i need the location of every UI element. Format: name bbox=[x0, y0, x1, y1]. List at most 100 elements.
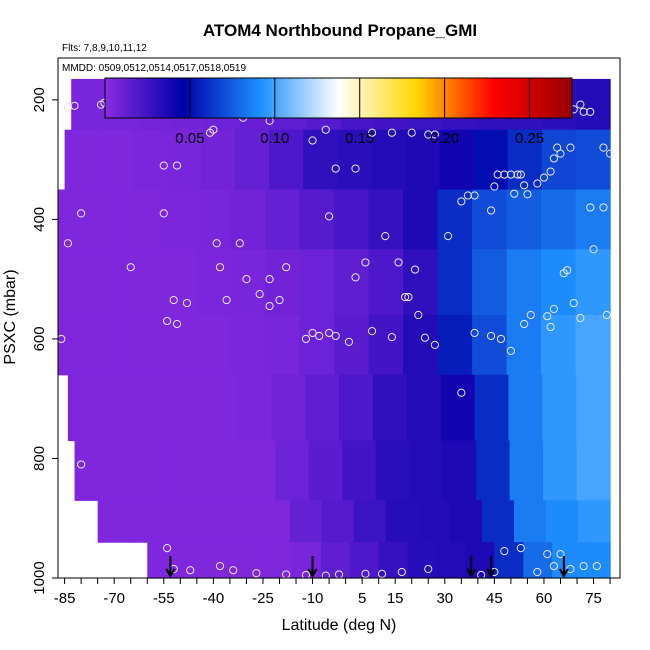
observation-point bbox=[169, 295, 178, 305]
observation-point bbox=[496, 334, 506, 344]
observation-point bbox=[506, 346, 516, 355]
observation-point bbox=[205, 128, 215, 137]
field-cell bbox=[541, 189, 577, 250]
observation-point bbox=[579, 561, 588, 571]
observation-point bbox=[401, 292, 410, 302]
field-cell bbox=[541, 129, 577, 191]
field-cell bbox=[578, 500, 611, 543]
x-tick-label: 75 bbox=[585, 590, 602, 607]
field-cell bbox=[166, 129, 202, 191]
observation-point bbox=[563, 266, 572, 275]
field-cell bbox=[305, 374, 340, 442]
field-cell bbox=[241, 440, 276, 501]
observation-point bbox=[510, 189, 519, 198]
observation-point bbox=[424, 564, 433, 574]
observation-point bbox=[549, 561, 558, 571]
y-axis: 200 400 600 800 1000 bbox=[31, 87, 58, 595]
field-cell bbox=[299, 315, 335, 376]
observation-point bbox=[361, 569, 370, 578]
field-cell bbox=[442, 440, 477, 501]
field-cell bbox=[575, 249, 611, 316]
field-cell bbox=[506, 189, 542, 250]
observation-point bbox=[520, 319, 529, 329]
field-cell bbox=[508, 374, 543, 442]
field-cell bbox=[71, 78, 106, 131]
observation-point bbox=[470, 328, 479, 338]
observation-point bbox=[215, 561, 225, 571]
field-cell bbox=[542, 374, 577, 442]
observation-point bbox=[351, 164, 360, 173]
observation-point bbox=[126, 263, 135, 272]
field-cell bbox=[334, 249, 370, 316]
field-cell bbox=[161, 249, 197, 316]
observation-point bbox=[222, 295, 231, 305]
observation-point bbox=[414, 310, 423, 320]
observation-point bbox=[321, 571, 330, 580]
observation-point bbox=[63, 102, 73, 112]
x-axis-label: Latitude (deg N) bbox=[282, 617, 397, 634]
field-cell bbox=[262, 542, 293, 579]
field-cell bbox=[196, 189, 232, 250]
field-cell bbox=[257, 500, 291, 543]
observation-point bbox=[586, 107, 595, 116]
observation-point bbox=[282, 263, 291, 272]
field-cell bbox=[523, 542, 553, 579]
field-cell bbox=[208, 440, 243, 501]
observation-point bbox=[162, 316, 172, 326]
field-cell bbox=[575, 129, 611, 191]
observation-point bbox=[381, 232, 390, 241]
field-cell bbox=[473, 129, 509, 191]
field-cell bbox=[541, 315, 577, 376]
field-cell bbox=[334, 189, 370, 250]
field-cell bbox=[449, 500, 483, 543]
x-tick-label: -70 bbox=[103, 590, 125, 607]
x-tick-label: 60 bbox=[536, 590, 553, 607]
observation-point bbox=[477, 570, 486, 580]
field-cell bbox=[407, 542, 438, 579]
y-tick-label: 400 bbox=[31, 207, 48, 232]
observation-point bbox=[605, 149, 615, 158]
colorbar-tick-label: 0.10 bbox=[260, 130, 289, 147]
observation-point bbox=[500, 547, 509, 556]
field-cell bbox=[193, 500, 227, 543]
field-cell bbox=[439, 129, 475, 191]
observation-point bbox=[549, 304, 558, 314]
field-cell bbox=[92, 249, 128, 316]
field-cell bbox=[506, 315, 542, 376]
colorbar-tick-label: 0.05 bbox=[175, 130, 204, 147]
observation-point bbox=[586, 203, 595, 212]
observation-point bbox=[602, 310, 611, 320]
plot-frame bbox=[57, 57, 621, 579]
observation-point bbox=[420, 333, 430, 342]
field-cell bbox=[289, 500, 323, 543]
observation-point bbox=[367, 327, 377, 336]
observation-point bbox=[546, 322, 555, 332]
field-cell bbox=[403, 315, 439, 376]
field-cell bbox=[437, 249, 473, 316]
field-cell bbox=[575, 189, 611, 250]
colorbar-tick-label: 0.25 bbox=[515, 130, 544, 147]
field-cell bbox=[92, 189, 128, 250]
observation-point bbox=[361, 258, 370, 267]
field-cell bbox=[196, 315, 232, 376]
observation-point bbox=[344, 337, 354, 347]
observation-point bbox=[576, 100, 585, 109]
observation-point bbox=[523, 190, 532, 199]
field-cell bbox=[92, 315, 128, 376]
observation-point bbox=[490, 182, 499, 191]
field-cell bbox=[275, 440, 310, 501]
flight-marker-arrow bbox=[307, 556, 318, 579]
observation-point bbox=[186, 566, 195, 575]
observation-point bbox=[566, 143, 575, 152]
observation-point bbox=[430, 340, 439, 349]
y-tick-label: 600 bbox=[31, 326, 48, 351]
field-cell bbox=[200, 129, 236, 191]
observation-point bbox=[255, 289, 264, 299]
field-cell bbox=[437, 189, 473, 250]
field-cell bbox=[481, 500, 515, 543]
observation-point bbox=[592, 561, 601, 571]
field-cell bbox=[291, 542, 322, 579]
observation-point bbox=[377, 569, 387, 578]
field-cell bbox=[472, 315, 508, 376]
field-cell bbox=[436, 542, 467, 579]
